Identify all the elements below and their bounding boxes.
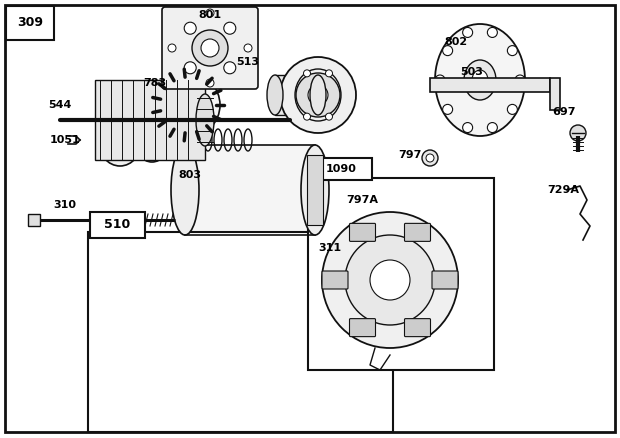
Circle shape [201, 39, 219, 57]
Text: 797: 797 [398, 150, 422, 160]
Circle shape [184, 22, 196, 34]
FancyBboxPatch shape [350, 318, 376, 337]
Text: 783: 783 [143, 78, 167, 88]
Circle shape [435, 75, 445, 85]
Bar [90, 212, 145, 238]
Circle shape [322, 212, 458, 348]
Circle shape [180, 97, 196, 113]
Ellipse shape [134, 118, 170, 162]
Circle shape [487, 123, 497, 133]
Circle shape [326, 113, 332, 120]
Text: 801: 801 [198, 10, 221, 20]
FancyBboxPatch shape [432, 271, 458, 289]
FancyBboxPatch shape [404, 223, 430, 241]
FancyBboxPatch shape [322, 271, 348, 289]
Ellipse shape [435, 24, 525, 136]
Bar [310, 158, 372, 180]
Bar [430, 78, 550, 92]
Circle shape [192, 30, 228, 66]
Ellipse shape [144, 130, 160, 150]
Bar [308, 178, 494, 370]
Circle shape [170, 87, 206, 123]
Circle shape [422, 150, 438, 166]
Bar [275, 75, 318, 115]
Circle shape [304, 113, 311, 120]
Bar [88, 232, 393, 432]
Circle shape [184, 62, 196, 74]
Circle shape [515, 75, 525, 85]
Bar [185, 145, 315, 235]
Circle shape [345, 235, 435, 325]
Circle shape [244, 44, 252, 52]
Text: 513: 513 [236, 57, 260, 67]
Circle shape [296, 73, 340, 117]
Text: 697: 697 [552, 107, 576, 117]
FancyBboxPatch shape [350, 223, 376, 241]
Text: 729A: 729A [547, 185, 579, 195]
Bar [95, 80, 205, 160]
Text: 503: 503 [461, 67, 484, 77]
Text: eReplacementParts.com: eReplacementParts.com [242, 213, 378, 223]
Circle shape [507, 46, 517, 56]
Circle shape [206, 79, 214, 87]
Text: 1051: 1051 [50, 135, 81, 145]
Ellipse shape [196, 94, 214, 146]
Ellipse shape [110, 128, 130, 152]
Circle shape [326, 70, 332, 77]
Circle shape [304, 70, 311, 77]
Ellipse shape [301, 145, 329, 235]
Text: 797A: 797A [346, 195, 378, 205]
Bar [28, 214, 40, 226]
Circle shape [426, 154, 434, 162]
Ellipse shape [464, 60, 496, 100]
Ellipse shape [472, 70, 488, 90]
Text: 1090: 1090 [326, 164, 356, 174]
Text: 544: 544 [48, 100, 72, 110]
Circle shape [507, 104, 517, 114]
Circle shape [443, 104, 453, 114]
Text: 510: 510 [104, 219, 130, 232]
Ellipse shape [98, 114, 142, 166]
Text: 309: 309 [17, 17, 43, 29]
Circle shape [443, 46, 453, 56]
FancyBboxPatch shape [162, 7, 258, 89]
Circle shape [370, 260, 410, 300]
Bar [6, 6, 54, 40]
Circle shape [308, 85, 328, 105]
Ellipse shape [267, 75, 283, 115]
Bar [307, 155, 323, 225]
Bar [550, 78, 560, 110]
Ellipse shape [171, 145, 199, 235]
Circle shape [224, 62, 236, 74]
Circle shape [487, 28, 497, 37]
Text: 803: 803 [179, 170, 202, 180]
Text: 311: 311 [319, 243, 342, 253]
Circle shape [224, 22, 236, 34]
Circle shape [463, 123, 472, 133]
Text: 802: 802 [445, 37, 467, 47]
Circle shape [156, 73, 220, 137]
Circle shape [280, 57, 356, 133]
Circle shape [206, 9, 214, 17]
Circle shape [463, 28, 472, 37]
Text: 310: 310 [53, 200, 76, 210]
Ellipse shape [310, 75, 326, 115]
Circle shape [570, 125, 586, 141]
FancyBboxPatch shape [404, 318, 430, 337]
Circle shape [168, 44, 176, 52]
